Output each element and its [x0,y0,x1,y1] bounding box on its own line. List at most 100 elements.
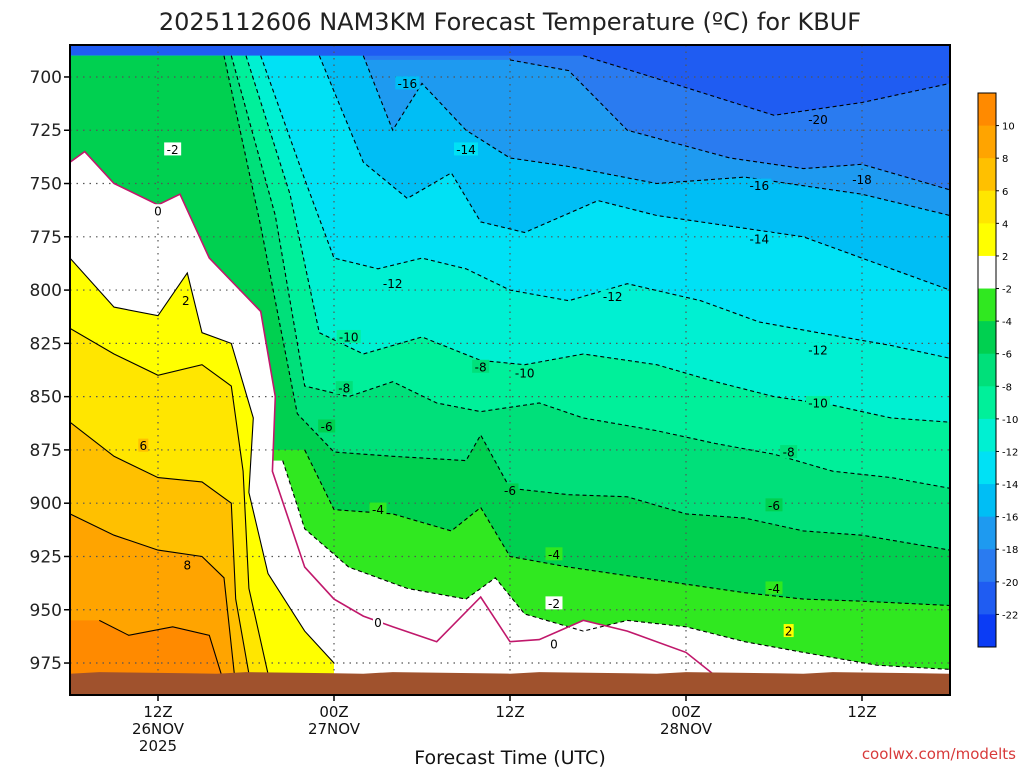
colorbar-label: 6 [1002,187,1008,198]
contour-label-background [600,289,625,303]
x-tick-label: 12Z [143,703,172,721]
contour-label: -12 [603,290,623,304]
contour-label: -4 [548,548,560,562]
x-tick-label: 00Z [319,703,348,721]
contour-label: -14 [456,143,476,157]
contour-label-background [180,293,191,307]
contour-label: -6 [768,499,780,513]
colorbar-label: -12 [1002,447,1018,458]
isotherm-line [509,59,950,191]
colorbar-swatch [978,484,996,518]
y-tick-label: 825 [30,334,62,354]
colorbar-label: -20 [1002,578,1018,589]
y-tick-label: 775 [30,228,62,248]
contour-label-background [780,445,798,459]
contour-label-background [153,204,163,218]
contour-label: -16 [750,179,770,193]
colorbar-label: -16 [1002,513,1018,524]
colorbar-swatch [978,581,996,615]
x-tick-label: 26NOV [132,720,185,738]
contour-label-background [765,498,783,512]
x-tick-label: 28NOV [660,720,713,738]
contour-label: -6 [321,420,333,434]
contour-label-background [783,624,794,638]
colorbar-swatch [978,516,996,550]
colorbar-swatch [978,451,996,485]
colorbar: 10 8 6 4 2 -2 -4 -6 -8 -10 -12 -14 -16 -18 -20 -22 [977,92,1018,648]
temperature-fills [70,45,950,695]
contour-label-background [850,172,874,186]
y-tick-label: 900 [30,494,62,514]
contour-label: -16 [398,77,418,91]
contour-label: -4 [768,582,780,596]
isotherm-line [70,150,716,677]
isotherm-line [70,257,335,664]
isotherm-line [245,55,950,423]
isotherm-line [70,513,235,674]
colorbar-swatch [978,549,996,583]
isotherm-line [99,619,222,674]
contour-label-background [545,596,563,610]
colorbar-swatch [978,223,996,257]
colorbar-swatch [978,353,996,387]
y-axis: 700 725 750 775 800 825 850 875 900 925 950 975 [30,68,70,674]
contour-label: -6 [504,484,516,498]
contour-label: -12 [383,277,403,291]
contour-label: 6 [140,439,148,453]
contour-label-background [336,329,361,343]
isotherm-lines [70,55,950,677]
colorbar-label: -2 [1002,285,1012,296]
x-tick-label: 00Z [671,703,700,721]
contour-label: -18 [852,173,872,187]
colorbar-label: -22 [1002,610,1018,621]
contour-label-background [335,381,353,395]
contour-label: -10 [808,397,828,411]
colorbar-label: -6 [1002,350,1012,361]
colorbar-swatch [978,288,996,322]
contour-label: 2 [182,294,190,308]
terrain [70,672,950,695]
y-tick-label: 850 [30,388,62,408]
isotherm-line [318,55,950,291]
y-tick-label: 975 [30,654,62,674]
y-tick-label: 700 [30,68,62,88]
colorbar-swatch [978,614,996,648]
contour-label: -10 [339,330,359,344]
contour-label-background [380,276,405,290]
colorbar-label: 8 [1002,154,1008,165]
contour-label: 8 [184,559,192,573]
colorbar-label: -8 [1002,382,1012,393]
contour-label: -8 [783,446,795,460]
isotherm-line [70,327,269,674]
contour-label: 0 [550,637,558,651]
colorbar-swatch [978,418,996,452]
colorbar-label: -18 [1002,545,1018,556]
colorbar-frame [977,92,997,648]
credit-text: coolwx.com/modelts [862,745,1016,763]
contour-label-background [512,366,537,380]
colorbar-swatch [978,255,996,290]
colorbar-label: -14 [1002,480,1018,491]
colorbar-label: 2 [1002,252,1008,263]
x-tick-label: 12Z [847,703,876,721]
x-axis-label: Forecast Time (UTC) [414,747,605,768]
contour-label-background [549,636,559,650]
colorbar-swatch [978,190,996,224]
contour-label-background [454,142,478,156]
contour-label: -4 [372,503,384,517]
colorbar-label: 10 [1002,122,1015,133]
contour-label: -10 [515,367,535,381]
contour-label: -2 [167,143,179,157]
contour-label-background [182,558,193,571]
contour-label-background [395,76,420,90]
contour-label: 0 [374,616,382,630]
grid [70,45,950,695]
contour-label-background [806,112,830,126]
isotherm-line [223,55,950,551]
y-tick-label: 750 [30,175,62,195]
contour-label-background [806,342,830,356]
isotherm-line [282,460,950,670]
contour-label-background [747,178,772,192]
colorbar-label: -4 [1002,317,1012,328]
contour-label: -12 [808,343,828,357]
